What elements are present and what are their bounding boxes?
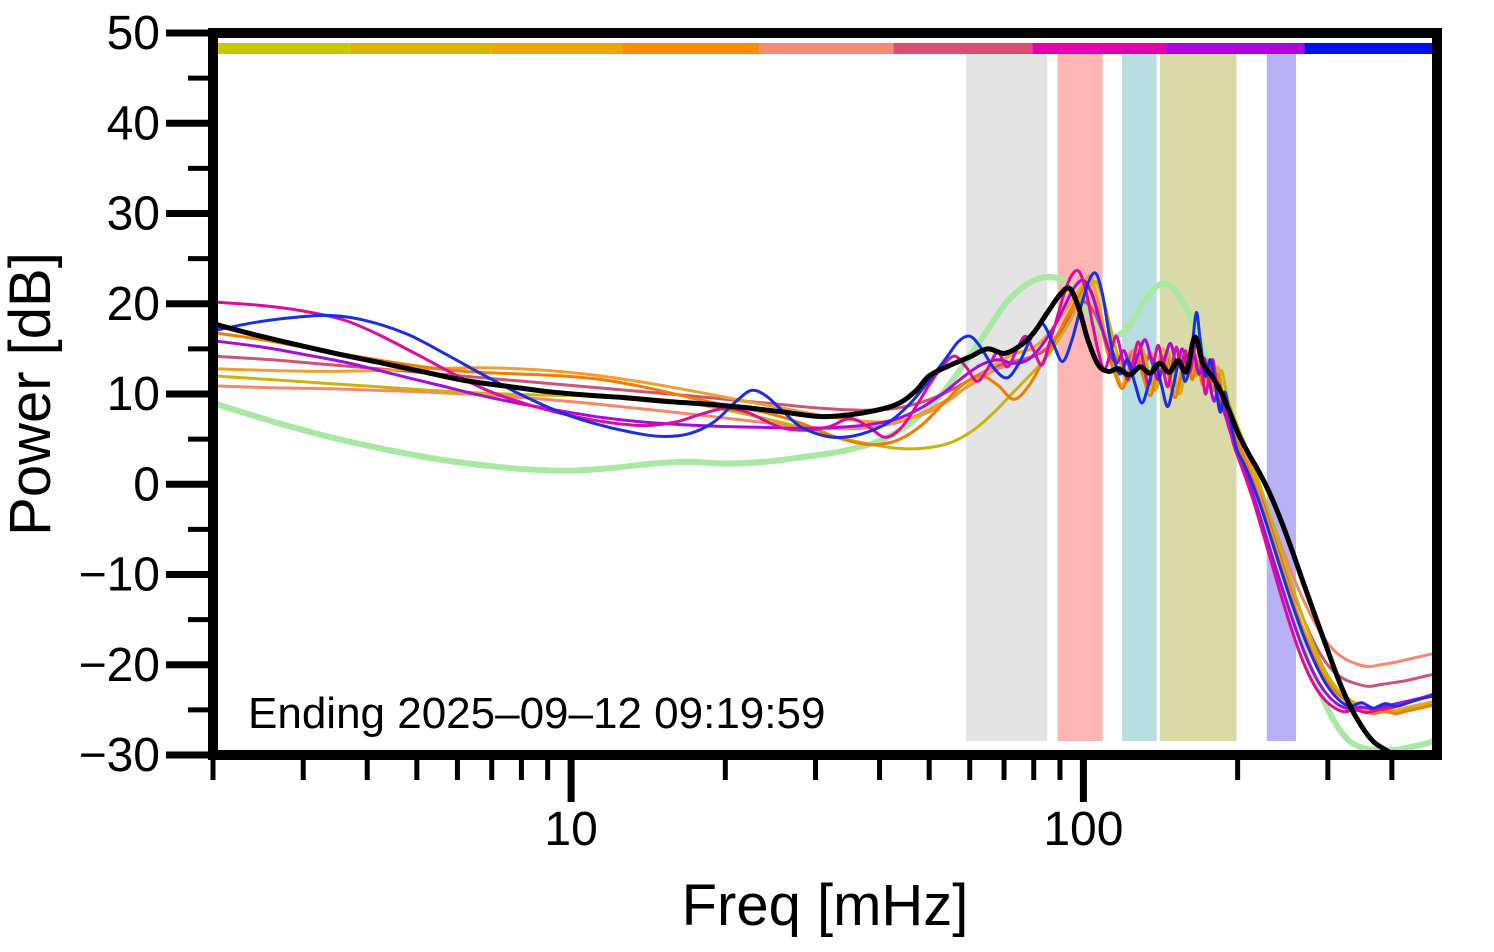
series-gold-line	[213, 280, 1434, 714]
band-strip-segment-2	[349, 43, 492, 54]
band-strip-segment-6	[893, 43, 1033, 54]
ending-timestamp-annotation: Ending 2025–09–12 09:19:59	[248, 689, 825, 738]
band-strip-segment-7	[1032, 43, 1167, 54]
series-black-mean-line	[213, 285, 1400, 755]
y-tick-label-−20: −20	[79, 639, 160, 692]
band-strip-segment-3	[491, 43, 623, 54]
plot-border	[208, 28, 1442, 760]
series-green-thick-line	[213, 273, 1437, 754]
series-purple-line	[213, 278, 1434, 711]
y-tick-label-−30: −30	[79, 729, 160, 782]
y-tick-label-30: 30	[107, 188, 160, 241]
y-tick-label-−10: −10	[79, 549, 160, 602]
y-tick-label-20: 20	[107, 278, 160, 331]
band-strip-segment-9	[1304, 43, 1437, 54]
shaded-band-lavender	[1266, 54, 1296, 741]
y-axis-title: Power [dB]	[0, 252, 63, 536]
y-tick-label-10: 10	[107, 368, 160, 421]
series-magenta-line	[213, 268, 1437, 715]
x-tick-label-10: 10	[544, 803, 597, 856]
y-tick-label-40: 40	[107, 97, 160, 150]
x-tick-label-100: 100	[1043, 803, 1123, 856]
band-strip-segment-1	[213, 43, 350, 54]
band-strip-segment-5	[759, 43, 894, 54]
band-strip-segment-8	[1166, 43, 1305, 54]
y-tick-label-0: 0	[133, 458, 160, 511]
x-axis-title: Freq [mHz]	[682, 873, 969, 938]
series-blue-line	[213, 271, 1433, 710]
band-strip-segment-4	[622, 43, 760, 54]
shaded-band-red	[1057, 54, 1103, 741]
series-orange-line	[213, 283, 1434, 716]
y-tick-label-50: 50	[107, 7, 160, 60]
